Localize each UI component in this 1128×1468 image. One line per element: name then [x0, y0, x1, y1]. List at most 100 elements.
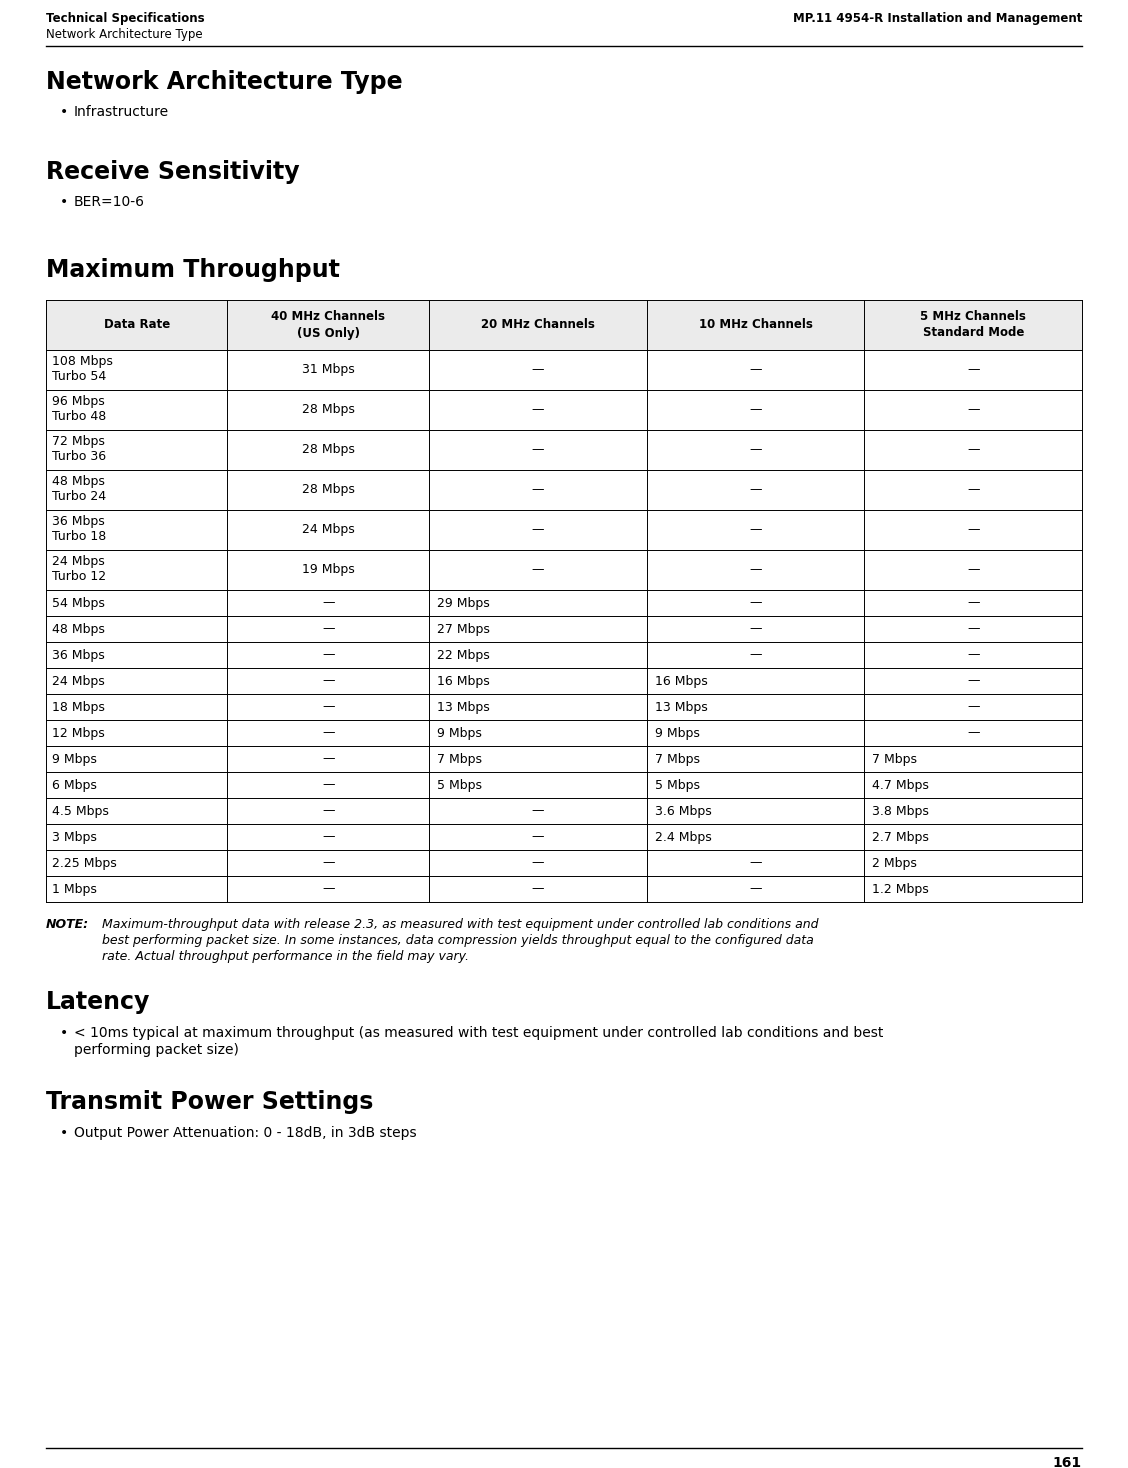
Text: 9 Mbps: 9 Mbps [52, 753, 97, 765]
Text: Maximum-throughput data with release 2.3, as measured with test equipment under : Maximum-throughput data with release 2.3… [102, 918, 819, 931]
Text: 4.7 Mbps: 4.7 Mbps [872, 778, 929, 791]
Text: •: • [60, 106, 69, 119]
Text: —: — [967, 622, 979, 636]
Text: —: — [531, 831, 545, 844]
Text: 48 Mbps: 48 Mbps [52, 476, 105, 487]
Text: —: — [531, 483, 545, 496]
Text: —: — [531, 856, 545, 869]
Text: —: — [967, 727, 979, 740]
Text: —: — [749, 596, 761, 609]
Text: —: — [323, 804, 335, 818]
Text: 18 Mbps: 18 Mbps [52, 700, 105, 713]
Text: —: — [749, 882, 761, 895]
Text: —: — [749, 649, 761, 662]
Text: Receive Sensitivity: Receive Sensitivity [46, 160, 300, 184]
Text: 16 Mbps: 16 Mbps [655, 674, 707, 687]
Text: 9 Mbps: 9 Mbps [438, 727, 482, 740]
Text: —: — [749, 564, 761, 577]
Text: 29 Mbps: 29 Mbps [438, 596, 490, 609]
Text: Turbo 54: Turbo 54 [52, 370, 106, 383]
Text: —: — [323, 753, 335, 765]
Text: 7 Mbps: 7 Mbps [655, 753, 699, 765]
Text: —: — [531, 804, 545, 818]
Text: 22 Mbps: 22 Mbps [438, 649, 490, 662]
Text: Network Architecture Type: Network Architecture Type [46, 70, 403, 94]
Text: —: — [323, 596, 335, 609]
Text: 24 Mbps: 24 Mbps [52, 674, 105, 687]
Text: —: — [967, 404, 979, 417]
Text: MP.11 4954-R Installation and Management: MP.11 4954-R Installation and Management [793, 12, 1082, 25]
Text: 27 Mbps: 27 Mbps [438, 622, 491, 636]
Text: —: — [531, 364, 545, 376]
Text: 72 Mbps: 72 Mbps [52, 435, 105, 448]
Text: —: — [749, 443, 761, 457]
Text: 36 Mbps: 36 Mbps [52, 515, 105, 528]
Text: Network Architecture Type: Network Architecture Type [46, 28, 203, 41]
Text: 3 Mbps: 3 Mbps [52, 831, 97, 844]
Text: Turbo 18: Turbo 18 [52, 530, 106, 543]
Text: 13 Mbps: 13 Mbps [655, 700, 707, 713]
Text: —: — [531, 882, 545, 895]
Text: Data Rate: Data Rate [104, 319, 170, 332]
Text: 13 Mbps: 13 Mbps [438, 700, 490, 713]
Text: —: — [749, 404, 761, 417]
Text: 2.7 Mbps: 2.7 Mbps [872, 831, 929, 844]
Text: —: — [531, 404, 545, 417]
Text: •: • [60, 1026, 69, 1039]
Text: best performing packet size. In some instances, data compression yields throughp: best performing packet size. In some ins… [102, 934, 813, 947]
Text: —: — [323, 778, 335, 791]
Text: < 10ms typical at maximum throughput (as measured with test equipment under cont: < 10ms typical at maximum throughput (as… [74, 1026, 883, 1039]
Text: BER=10-6: BER=10-6 [74, 195, 146, 208]
Bar [46, 299, 1082, 349]
Text: 28 Mbps: 28 Mbps [302, 483, 354, 496]
Text: —: — [749, 524, 761, 536]
Text: —: — [323, 727, 335, 740]
Text: NOTE:: NOTE: [46, 918, 89, 931]
Text: —: — [749, 622, 761, 636]
Text: —: — [967, 443, 979, 457]
Text: 19 Mbps: 19 Mbps [302, 564, 354, 577]
Text: 10 MHz Channels: 10 MHz Channels [698, 319, 812, 332]
Text: —: — [967, 674, 979, 687]
Text: 20 MHz Channels: 20 MHz Channels [482, 319, 596, 332]
Text: Turbo 12: Turbo 12 [52, 570, 106, 583]
Text: 12 Mbps: 12 Mbps [52, 727, 105, 740]
Text: —: — [967, 564, 979, 577]
Text: 9 Mbps: 9 Mbps [655, 727, 699, 740]
Text: —: — [323, 622, 335, 636]
Text: Maximum Throughput: Maximum Throughput [46, 258, 340, 282]
Text: 2.25 Mbps: 2.25 Mbps [52, 856, 117, 869]
Text: 2.4 Mbps: 2.4 Mbps [655, 831, 712, 844]
Text: Turbo 48: Turbo 48 [52, 410, 106, 423]
Text: 6 Mbps: 6 Mbps [52, 778, 97, 791]
Text: 161: 161 [1052, 1456, 1082, 1468]
Text: 5 Mbps: 5 Mbps [655, 778, 699, 791]
Text: performing packet size): performing packet size) [74, 1042, 239, 1057]
Text: —: — [967, 596, 979, 609]
Text: —: — [967, 649, 979, 662]
Text: —: — [967, 700, 979, 713]
Text: 1 Mbps: 1 Mbps [52, 882, 97, 895]
Text: —: — [323, 649, 335, 662]
Text: Turbo 24: Turbo 24 [52, 490, 106, 504]
Text: —: — [749, 856, 761, 869]
Text: 54 Mbps: 54 Mbps [52, 596, 105, 609]
Text: 24 Mbps: 24 Mbps [52, 555, 105, 568]
Text: —: — [967, 364, 979, 376]
Text: rate. Actual throughput performance in the field may vary.: rate. Actual throughput performance in t… [102, 950, 469, 963]
Text: 31 Mbps: 31 Mbps [302, 364, 354, 376]
Text: —: — [749, 364, 761, 376]
Text: Output Power Attenuation: 0 - 18dB, in 3dB steps: Output Power Attenuation: 0 - 18dB, in 3… [74, 1126, 416, 1141]
Text: 36 Mbps: 36 Mbps [52, 649, 105, 662]
Text: 40 MHz Channels
(US Only): 40 MHz Channels (US Only) [272, 311, 386, 339]
Text: •: • [60, 195, 69, 208]
Text: —: — [323, 700, 335, 713]
Text: —: — [967, 483, 979, 496]
Text: 5 MHz Channels
Standard Mode: 5 MHz Channels Standard Mode [920, 311, 1026, 339]
Text: 1.2 Mbps: 1.2 Mbps [872, 882, 929, 895]
Text: —: — [531, 443, 545, 457]
Text: —: — [967, 524, 979, 536]
Text: —: — [531, 524, 545, 536]
Text: 2 Mbps: 2 Mbps [872, 856, 917, 869]
Text: —: — [323, 856, 335, 869]
